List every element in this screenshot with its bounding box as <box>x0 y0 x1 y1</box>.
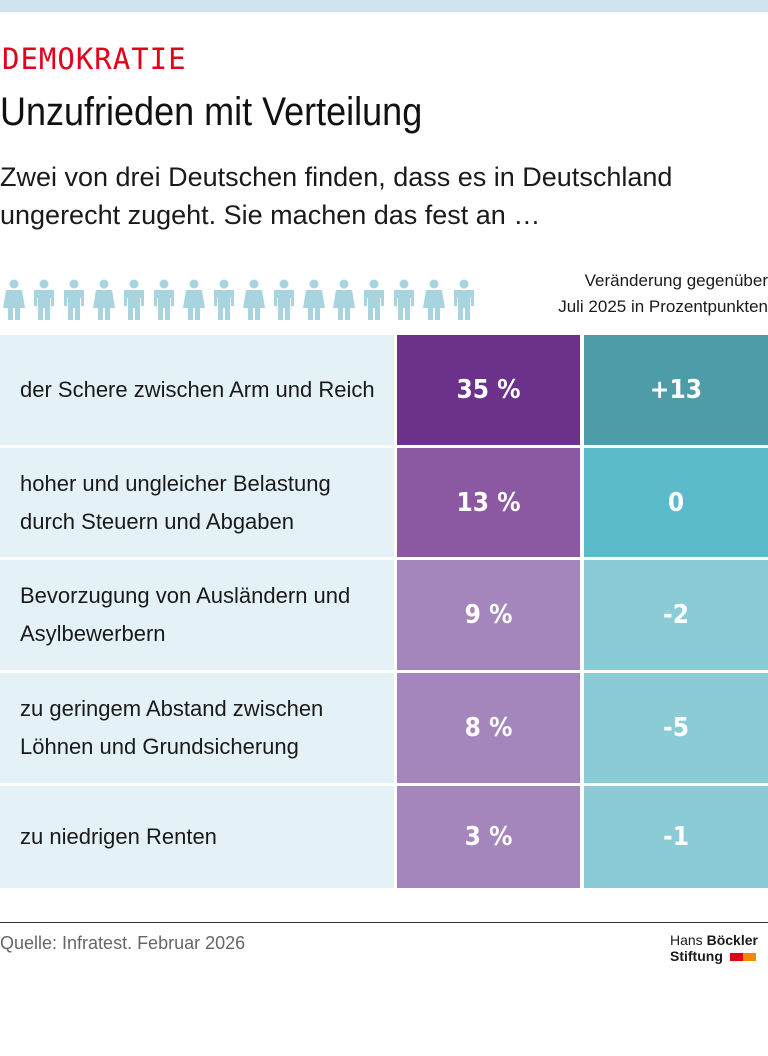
row-label-text: hoher und ungleicher Belastung durch Ste… <box>20 470 331 534</box>
share-cell: 13 % <box>397 448 580 557</box>
female-person-icon <box>240 268 268 337</box>
logo-text: Hans <box>670 932 703 948</box>
male-person-icon <box>150 268 178 337</box>
male-person-icon <box>30 268 58 337</box>
female-person-icon <box>420 268 448 337</box>
people-icons <box>0 268 478 337</box>
column-note-line: Veränderung gegenüber <box>584 271 768 290</box>
change-cell: +13 <box>584 335 768 445</box>
row-label-text: der Schere zwischen Arm und Reich <box>20 377 375 402</box>
table-row: hoher und ungleicher Belastung durch Ste… <box>0 448 768 557</box>
logo: Hans Böckler Stiftung <box>670 932 758 964</box>
logo-text: Böckler <box>706 932 758 948</box>
male-person-icon <box>120 268 148 337</box>
male-person-icon <box>270 268 298 337</box>
top-bar <box>0 0 768 12</box>
kicker: DEMOKRATIE <box>2 42 187 76</box>
male-person-icon <box>360 268 388 337</box>
male-person-icon <box>210 268 238 337</box>
subtitle: Zwei von drei Deutschen finden, dass es … <box>0 162 673 230</box>
table-row: zu geringem Abstand zwischen Löhnen und … <box>0 673 768 783</box>
row-label: zu niedrigen Renten <box>0 786 394 888</box>
logo-text: Stiftung <box>670 948 723 964</box>
share-cell: 35 % <box>397 335 580 445</box>
share-cell: 3 % <box>397 786 580 888</box>
source: Quelle: Infratest. Februar 2026 <box>0 933 246 953</box>
female-person-icon <box>180 268 208 337</box>
column-note: Veränderung gegenüber Juli 2025 in Proze… <box>558 268 768 320</box>
footer-rule <box>0 922 768 923</box>
table-row: zu niedrigen Renten 3 % -1 <box>0 786 768 888</box>
change-cell: 0 <box>584 448 768 557</box>
table-row: Bevorzugung von Ausländern und Asylbewer… <box>0 560 768 670</box>
female-person-icon <box>300 268 328 337</box>
male-person-icon <box>60 268 88 337</box>
male-person-icon <box>390 268 418 337</box>
female-person-icon <box>330 268 358 337</box>
table-row: der Schere zwischen Arm und Reich 35 % +… <box>0 335 768 445</box>
row-label-text: Bevorzugung von Ausländern und Asylbewer… <box>20 583 351 646</box>
share-cell: 9 % <box>397 560 580 670</box>
column-note-line: Juli 2025 in Prozentpunkten <box>558 297 768 316</box>
change-cell: -1 <box>584 786 768 888</box>
share-cell: 8 % <box>397 673 580 783</box>
female-person-icon <box>0 268 28 337</box>
change-cell: -5 <box>584 673 768 783</box>
row-label-text: zu niedrigen Renten <box>20 824 217 849</box>
female-person-icon <box>90 268 118 337</box>
chart-title: Unzufrieden mit Verteilung <box>0 90 423 134</box>
change-cell: -2 <box>584 560 768 670</box>
row-label: hoher und ungleicher Belastung durch Ste… <box>0 448 394 557</box>
row-label: Bevorzugung von Ausländern und Asylbewer… <box>0 560 394 670</box>
row-label: der Schere zwischen Arm und Reich <box>0 335 394 445</box>
row-label-text: zu geringem Abstand zwischen Löhnen und … <box>20 696 324 759</box>
male-person-icon <box>450 268 478 337</box>
row-label: zu geringem Abstand zwischen Löhnen und … <box>0 673 394 783</box>
